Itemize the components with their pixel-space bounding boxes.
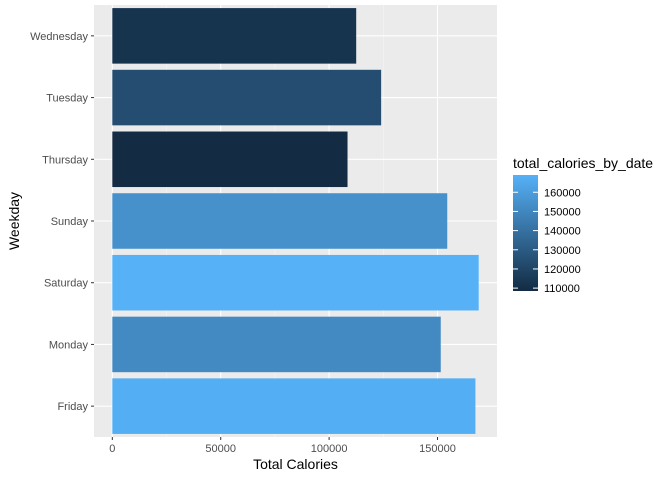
y-tick-label: Friday <box>57 401 88 413</box>
bar-tuesday <box>112 69 382 126</box>
bar-thursday <box>112 131 348 188</box>
y-tick-label: Tuesday <box>46 93 88 105</box>
y-axis-title: Weekday <box>6 192 22 250</box>
y-tick-label: Monday <box>49 339 89 351</box>
legend-label: 110000 <box>544 283 580 295</box>
legend-title: total_calories_by_date <box>513 155 653 171</box>
bars <box>112 8 479 434</box>
legend-ticks: 160000 150000 140000 130000 120000 110000 <box>513 187 581 295</box>
x-axis-title: Total Calories <box>253 456 338 472</box>
legend-colorbar <box>513 175 538 291</box>
legend-label: 140000 <box>544 226 581 238</box>
legend-label: 130000 <box>544 245 581 257</box>
legend-label: 160000 <box>544 187 581 199</box>
legend: total_calories_by_date 160000 150000 14000… <box>513 155 653 295</box>
y-tick-label: Saturday <box>44 278 89 290</box>
y-tick-label: Wednesday <box>30 31 88 43</box>
bar-saturday <box>112 254 479 311</box>
x-axis: 0 50000 100000 150000 <box>109 437 456 455</box>
bar-friday <box>112 378 476 434</box>
x-tick-label: 150000 <box>419 443 456 455</box>
legend-label: 150000 <box>544 206 581 218</box>
y-tick-label: Thursday <box>42 154 88 166</box>
y-axis: Wednesday Tuesday Thursday Sunday Saturday Mo… <box>30 31 94 413</box>
x-tick-label: 0 <box>109 443 115 455</box>
x-tick-label: 50000 <box>205 443 236 455</box>
bar-monday <box>112 316 441 373</box>
y-tick-label: Sunday <box>51 216 89 228</box>
bar-sunday <box>112 193 448 249</box>
legend-label: 120000 <box>544 264 581 276</box>
x-tick-label: 100000 <box>311 443 348 455</box>
bar-wednesday <box>112 8 357 64</box>
